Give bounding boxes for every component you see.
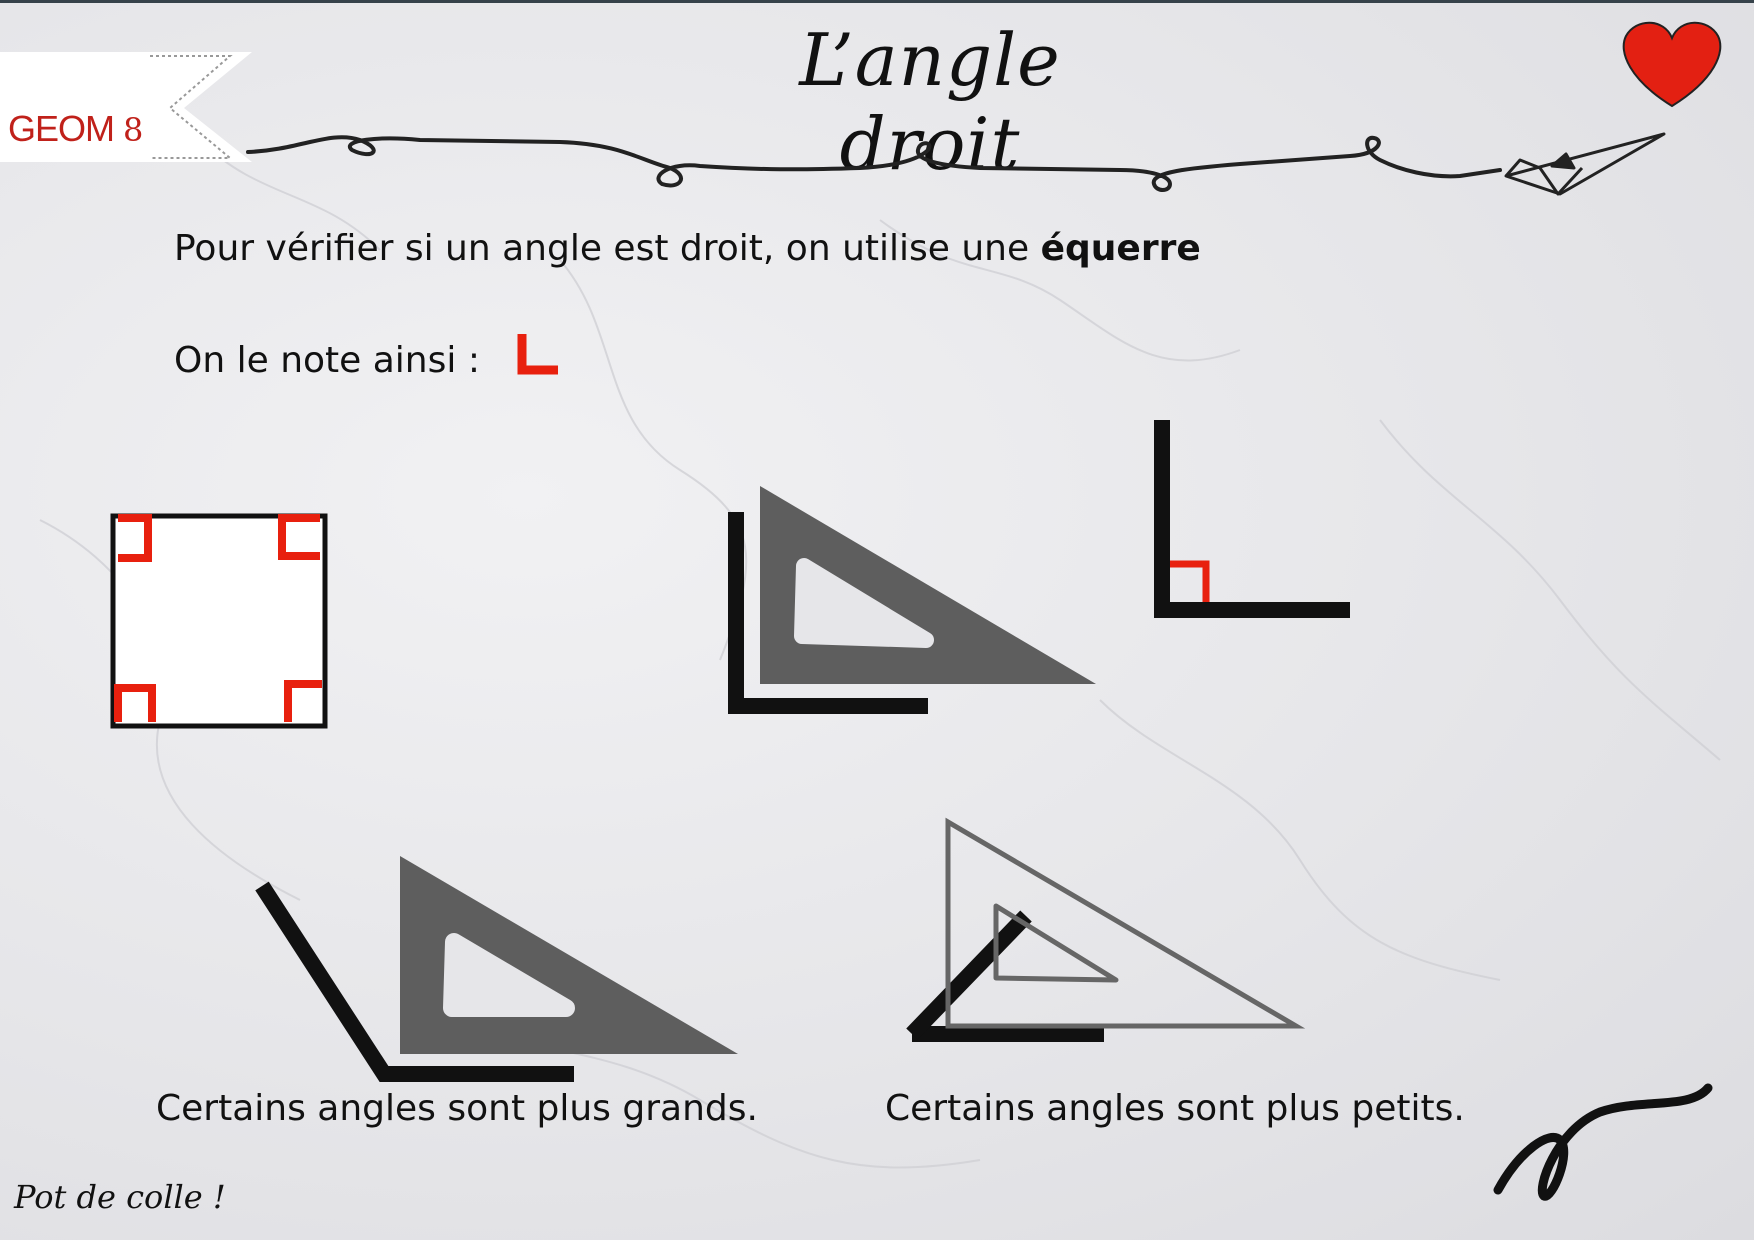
swirl-icon	[1493, 1083, 1713, 1201]
page-title: L’angle droit	[799, 18, 1061, 186]
instruction-line: Pour vérifier si un angle est droit, on …	[174, 228, 1201, 269]
set-square-on-right-angle	[728, 486, 1096, 714]
acute-angle-figure	[906, 817, 1306, 1042]
swirl-line	[246, 135, 1502, 192]
square-figure	[110, 513, 328, 729]
heart-icon	[1622, 21, 1722, 108]
right-angle-mark-icon	[517, 334, 558, 375]
paper-plane-icon	[1504, 132, 1666, 196]
signature: Pot de colle !	[14, 1178, 226, 1216]
top-border	[0, 0, 1754, 3]
caption-smaller: Certains angles sont plus petits.	[885, 1088, 1465, 1129]
caption-bigger: Certains angles sont plus grands.	[156, 1088, 758, 1129]
geom-banner	[0, 52, 252, 162]
obtuse-angle-figure	[255, 856, 738, 1082]
right-angle-figure	[1154, 420, 1350, 618]
geom-label: GEOM 8	[8, 108, 143, 149]
notation-line: On le note ainsi :	[174, 340, 480, 381]
